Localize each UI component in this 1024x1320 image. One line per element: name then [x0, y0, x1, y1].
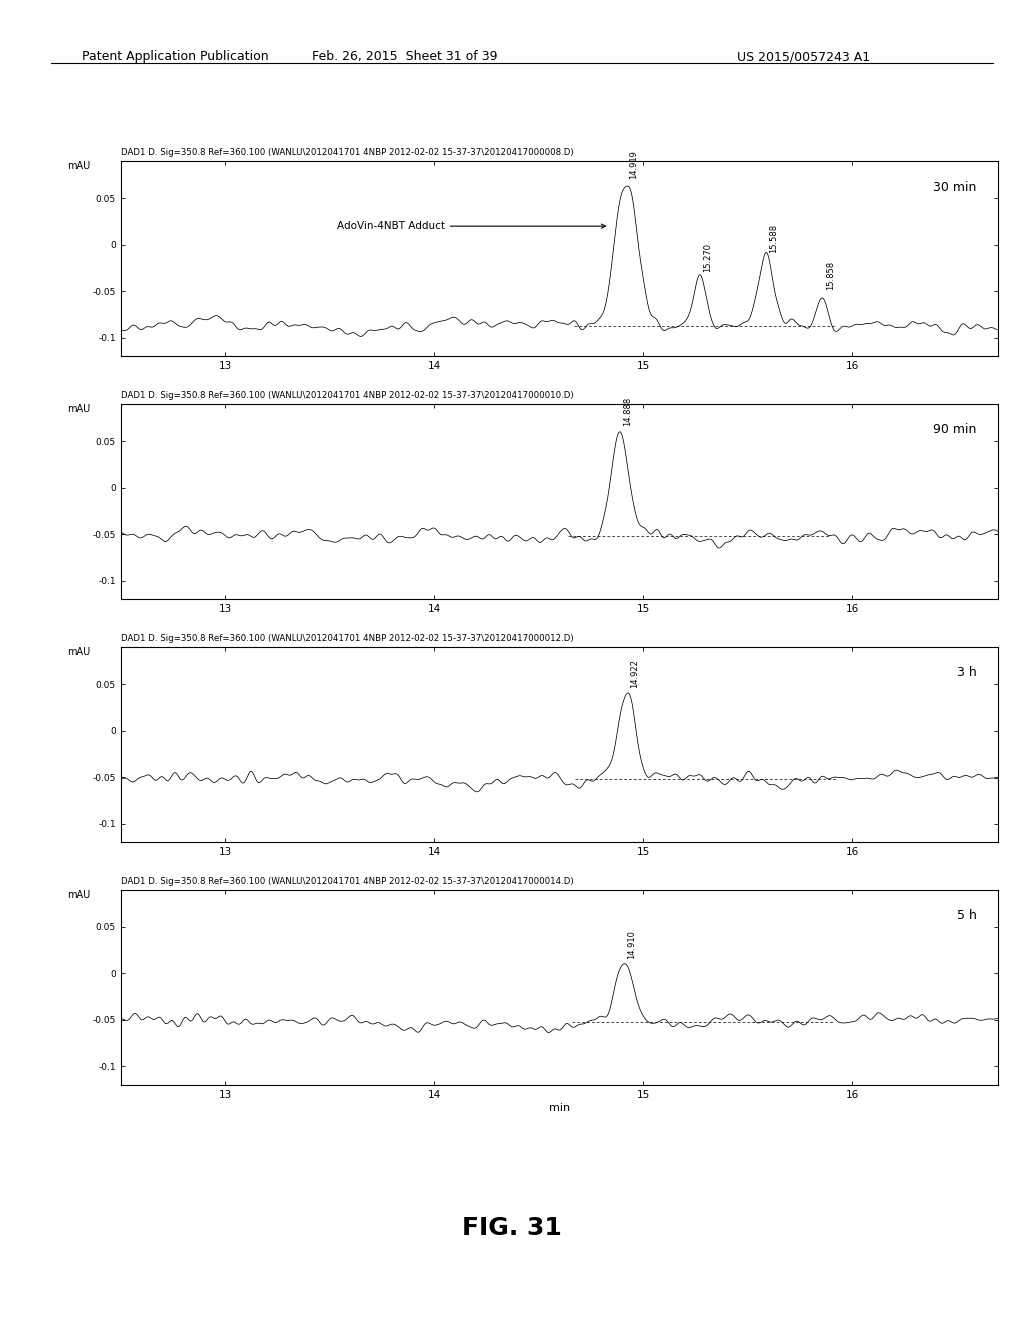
X-axis label: min: min: [549, 1102, 570, 1113]
Text: 14.888: 14.888: [623, 397, 632, 426]
Text: DAD1 D. Sig=350.8 Ref=360.100 (WANLU\2012041701 4NBP 2012-02-02 15-37-37\2012041: DAD1 D. Sig=350.8 Ref=360.100 (WANLU\201…: [121, 391, 573, 400]
Text: 14.919: 14.919: [630, 150, 638, 178]
Text: 15.270: 15.270: [702, 243, 712, 272]
Text: 14.910: 14.910: [628, 929, 637, 958]
Text: Patent Application Publication: Patent Application Publication: [82, 50, 268, 63]
Y-axis label: mAU: mAU: [67, 647, 90, 657]
Y-axis label: mAU: mAU: [67, 161, 90, 172]
Text: 14.922: 14.922: [630, 659, 639, 688]
Text: US 2015/0057243 A1: US 2015/0057243 A1: [737, 50, 870, 63]
Text: 5 h: 5 h: [956, 909, 977, 923]
Text: Feb. 26, 2015  Sheet 31 of 39: Feb. 26, 2015 Sheet 31 of 39: [311, 50, 498, 63]
Text: 3 h: 3 h: [956, 667, 977, 680]
Text: FIG. 31: FIG. 31: [462, 1216, 562, 1239]
Text: DAD1 D. Sig=350.8 Ref=360.100 (WANLU\2012041701 4NBP 2012-02-02 15-37-37\2012041: DAD1 D. Sig=350.8 Ref=360.100 (WANLU\201…: [121, 876, 573, 886]
Y-axis label: mAU: mAU: [67, 890, 90, 900]
Text: 15.588: 15.588: [769, 224, 778, 253]
Y-axis label: mAU: mAU: [67, 404, 90, 414]
Text: 15.858: 15.858: [825, 261, 835, 290]
Text: DAD1 D. Sig=350.8 Ref=360.100 (WANLU\2012041701 4NBP 2012-02-02 15-37-37\2012041: DAD1 D. Sig=350.8 Ref=360.100 (WANLU\201…: [121, 148, 573, 157]
Text: 90 min: 90 min: [933, 424, 977, 437]
Text: DAD1 D. Sig=350.8 Ref=360.100 (WANLU\2012041701 4NBP 2012-02-02 15-37-37\2012041: DAD1 D. Sig=350.8 Ref=360.100 (WANLU\201…: [121, 634, 573, 643]
Text: AdoVin-4NBT Adduct: AdoVin-4NBT Adduct: [337, 222, 605, 231]
Text: 30 min: 30 min: [933, 181, 977, 194]
